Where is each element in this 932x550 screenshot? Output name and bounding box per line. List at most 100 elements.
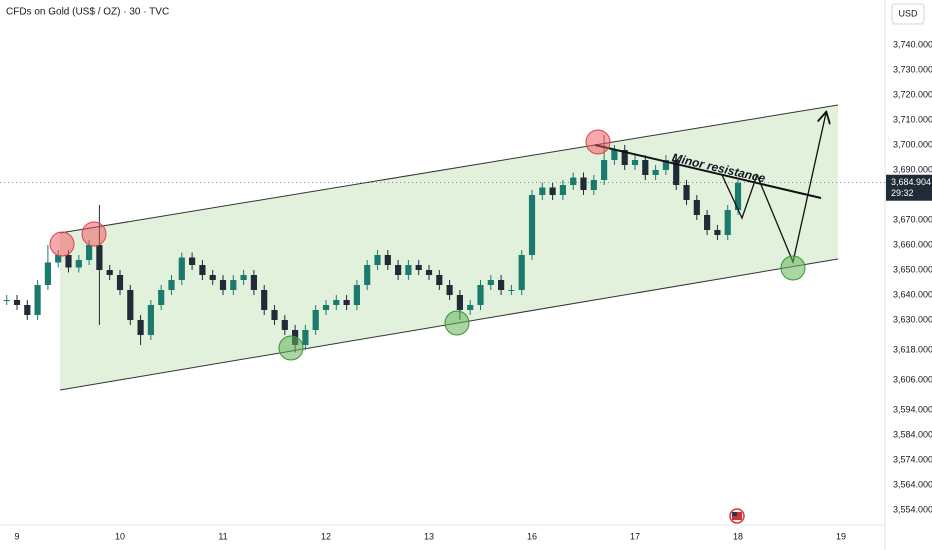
candle-body xyxy=(127,290,134,320)
channel-fill xyxy=(60,105,838,390)
candle-body xyxy=(302,330,309,345)
y-tick-label: 3,606.000 xyxy=(893,374,932,384)
candle-body xyxy=(116,275,124,290)
candle-body xyxy=(24,305,31,315)
x-tick-label: 10 xyxy=(115,531,125,541)
currency-box[interactable] xyxy=(891,3,925,25)
candle-body xyxy=(209,275,216,280)
y-tick-label: 3,720.000 xyxy=(893,89,932,99)
y-tick-label: 3,618.000 xyxy=(893,344,932,354)
candle-body xyxy=(261,290,268,310)
y-tick-label: 3,700.000 xyxy=(893,139,932,149)
candle-body xyxy=(189,257,196,265)
candle-body xyxy=(498,280,505,290)
candle-body xyxy=(714,230,721,235)
y-tick-label: 3,690.000 xyxy=(893,164,932,174)
candle-body xyxy=(322,305,330,310)
candle-body xyxy=(642,160,649,175)
candle-body xyxy=(683,185,690,200)
candle-body xyxy=(477,285,484,305)
y-tick-label: 3,584.000 xyxy=(893,429,932,439)
candle-body xyxy=(55,255,62,263)
candle-body xyxy=(405,265,412,275)
candle-body xyxy=(446,285,453,295)
candle-body xyxy=(240,275,247,280)
candle-body xyxy=(467,305,474,310)
candle-body xyxy=(333,300,340,305)
candle-body xyxy=(539,187,546,195)
x-tick-label: 19 xyxy=(836,531,846,541)
highlight-circles xyxy=(49,129,806,361)
candle-body xyxy=(147,305,154,335)
candle-body xyxy=(75,260,82,268)
x-tick-label: 11 xyxy=(218,531,227,541)
x-tick-label: 9 xyxy=(14,531,19,541)
candle-body xyxy=(652,170,659,175)
resistance-line xyxy=(594,144,822,199)
candle-body xyxy=(106,270,113,275)
candle-body xyxy=(693,200,700,215)
x-tick-label: 17 xyxy=(630,531,640,541)
y-tick-label: 3,670.000 xyxy=(893,214,932,224)
candle-body xyxy=(34,285,41,315)
candle-body xyxy=(395,265,402,275)
candle-body xyxy=(271,310,278,320)
candle-body xyxy=(704,215,711,230)
candle-body xyxy=(456,295,463,310)
countdown: 29:32 xyxy=(891,188,914,198)
currency: USD xyxy=(898,8,918,18)
candle-body xyxy=(137,320,144,335)
candle-body xyxy=(178,257,185,280)
candle-body xyxy=(13,300,21,305)
candle-body xyxy=(662,160,670,170)
y-tick-label: 3,640.000 xyxy=(893,289,932,299)
candle-body xyxy=(343,300,350,305)
candle-body xyxy=(219,280,227,290)
event-icon[interactable] xyxy=(729,508,745,524)
y-tick-label: 3,564.000 xyxy=(893,479,932,489)
candle-body xyxy=(44,262,51,285)
x-tick-label: 18 xyxy=(733,531,743,541)
y-tick-label: 3,730.000 xyxy=(893,64,932,74)
candle-body xyxy=(631,160,639,165)
candle-body xyxy=(673,160,680,185)
candle-body xyxy=(86,245,93,260)
candle-body xyxy=(353,285,360,305)
candle-body xyxy=(611,150,618,160)
candle-body xyxy=(374,255,381,265)
candle-body xyxy=(528,195,536,255)
projection-arrow xyxy=(721,113,826,265)
candle-body xyxy=(621,150,628,165)
y-tick-label: 3,660.000 xyxy=(893,239,932,249)
y-tick-label: 3,710.000 xyxy=(893,114,932,124)
x-tick-label: 13 xyxy=(424,531,434,541)
last-price-box xyxy=(886,174,932,201)
candle-body xyxy=(199,265,206,275)
candle-body xyxy=(724,210,731,235)
x-tick-label: 12 xyxy=(321,531,331,541)
y-tick-label: 3,554.000 xyxy=(893,504,932,514)
y-tick-label: 3,594.000 xyxy=(893,404,932,414)
y-tick-label: 3,650.000 xyxy=(893,264,932,274)
candle-body xyxy=(250,275,257,290)
candle-body xyxy=(96,245,103,270)
chart-title: CFDs on Gold (US$ / OZ) · 30 · TVC xyxy=(6,7,169,18)
candle-body xyxy=(590,180,597,190)
candle-body xyxy=(570,177,577,185)
channel-top xyxy=(59,104,839,234)
candle-body xyxy=(415,265,422,270)
candle-body xyxy=(580,177,587,190)
candle-body xyxy=(312,310,319,330)
candle-body xyxy=(281,320,288,330)
candle-body xyxy=(734,182,742,210)
last-price-label: 3,684.904 xyxy=(891,177,931,187)
candle-body xyxy=(158,290,165,305)
candle-body xyxy=(384,255,391,265)
candle-body xyxy=(508,290,515,291)
candles xyxy=(3,135,742,353)
y-tick-label: 3,740.000 xyxy=(893,39,932,49)
candle-body xyxy=(65,255,72,268)
y-tick-label: 3,574.000 xyxy=(893,454,932,464)
